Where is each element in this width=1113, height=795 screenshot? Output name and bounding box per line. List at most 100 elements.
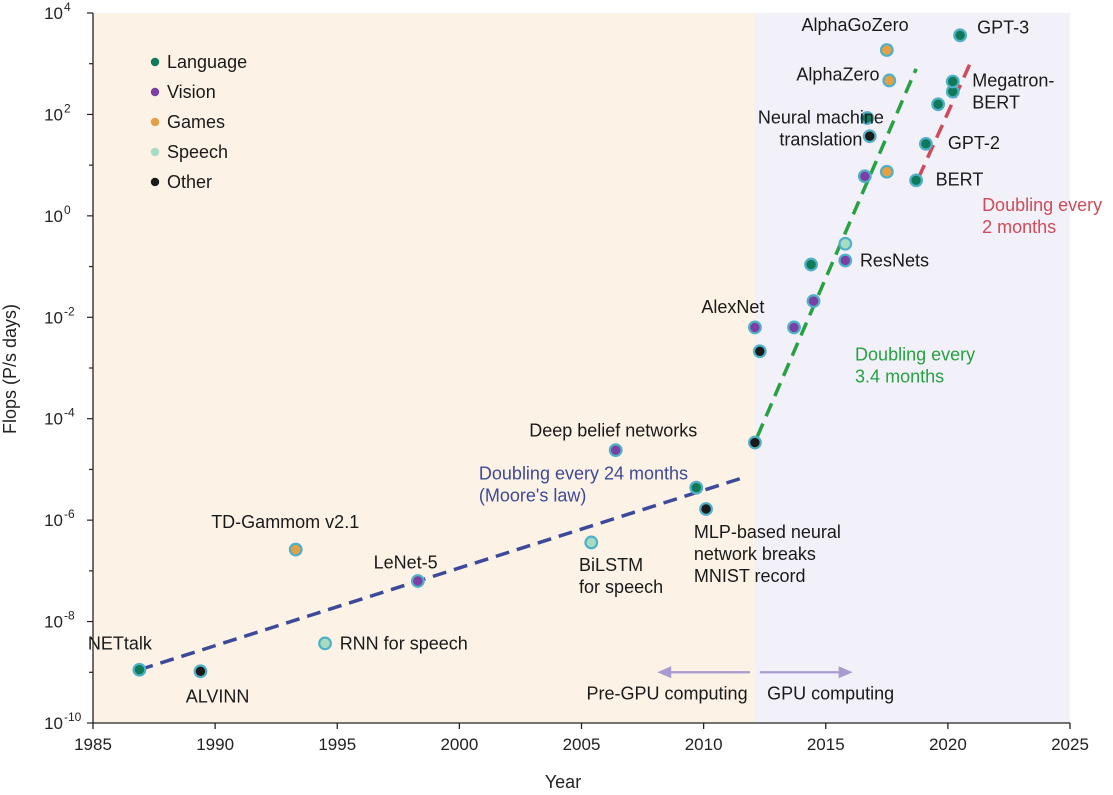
annotation-bilstm-for-speech: BiLSTM for speech — [579, 555, 663, 597]
data-point-other — [748, 435, 762, 450]
data-point-games — [879, 164, 894, 179]
x-tick-label: 2005 — [563, 735, 601, 754]
data-point-vision — [410, 574, 425, 588]
era-arrows: Pre-GPU computing GPU computing — [587, 666, 894, 703]
annotation-alphagozero: AlphaGoZero — [802, 15, 909, 35]
legend-label: Speech — [167, 142, 228, 162]
legend-swatch — [150, 177, 160, 187]
data-point-vision — [787, 320, 801, 335]
region-gpu-computing — [754, 13, 1070, 723]
y-tick-exponent: 4 — [64, 0, 71, 14]
trend-lines: Doubling every 24 months (Moore's law) Dou… — [138, 57, 1102, 672]
trend-line-2 — [755, 68, 918, 438]
data-point-vision — [806, 294, 821, 308]
y-tick-label: 10 — [44, 105, 63, 124]
legend-label: Other — [167, 172, 212, 192]
y-tick-exponent: 2 — [64, 101, 71, 115]
legend-item-other: Other — [150, 172, 212, 192]
data-point-vision — [748, 320, 762, 335]
data-point-games — [288, 542, 303, 557]
annotation-megatron-bert: Megatron-BERT — [972, 71, 1054, 113]
data-point-speech — [318, 636, 332, 651]
y-tick-exponent: -6 — [64, 507, 75, 521]
y-tick-exponent: -8 — [64, 609, 75, 623]
x-tick-label: 2010 — [685, 735, 723, 754]
data-point-other — [752, 344, 767, 359]
annotation-lenet-5: LeNet-5 — [374, 552, 438, 572]
y-tick-exponent: -10 — [64, 710, 82, 724]
annotation-mlp-based-neural-network-breaks-mnist-record: MLP-based neural network breaks MNIST reco… — [694, 522, 841, 586]
data-point-language — [689, 480, 704, 495]
annotation-deep-belief-networks: Deep belief networks — [529, 420, 697, 440]
data-point-vision — [608, 443, 623, 458]
legend-item-games: Games — [150, 112, 225, 132]
legend-item-vision: Vision — [150, 82, 216, 102]
trend-label-3: Doubling every 2 months — [982, 195, 1102, 237]
annotation-gpt-3: GPT-3 — [977, 17, 1029, 37]
data-point-language — [909, 173, 924, 188]
data-point-speech — [584, 535, 599, 550]
data-point-speech — [838, 236, 853, 251]
trend-label-1: Doubling every 24 months (Moore's law) — [479, 464, 688, 506]
region-pre-gpu-computing — [93, 13, 755, 723]
data-points — [132, 28, 967, 679]
legend-label: Vision — [167, 82, 216, 102]
y-tick-label: 10 — [44, 410, 63, 429]
point-annotations: NETtalk ALVINN TD-Gammom v2.1 RNN for speec… — [88, 15, 1054, 707]
y-tick-label: 10 — [44, 613, 63, 632]
y-tick-exponent: -4 — [64, 406, 75, 420]
legend-item-speech: Speech — [150, 142, 228, 162]
annotation-nettalk: NETtalk — [88, 633, 153, 653]
legend-swatch — [150, 117, 160, 127]
data-point-games — [882, 73, 897, 88]
x-tick-label: 2015 — [807, 735, 845, 754]
trend-line-1 — [138, 475, 746, 672]
annotation-alphazero: AlphaZero — [796, 64, 879, 84]
legend: Language Vision Games Speech Other — [150, 52, 247, 192]
y-tick-label: 10 — [44, 4, 63, 23]
annotation-alexnet: AlexNet — [701, 297, 764, 317]
annotation-neural-machine-translation: Neural machine translation — [758, 108, 884, 150]
y-tick-label: 10 — [44, 308, 63, 327]
data-point-language — [132, 662, 147, 677]
data-point-vision — [838, 253, 853, 268]
legend-item-language: Language — [150, 52, 247, 72]
y-tick-label: 10 — [44, 511, 63, 530]
annotation-bert: BERT — [936, 169, 984, 189]
data-point-language — [860, 111, 875, 125]
y-tick-exponent: -2 — [64, 304, 75, 318]
x-tick-label: 1985 — [74, 735, 112, 754]
legend-swatch — [150, 87, 160, 97]
trend-label-2: Doubling every 3.4 months — [855, 344, 975, 386]
x-tick-label: 1995 — [318, 735, 356, 754]
y-tick-label: 10 — [44, 207, 63, 226]
annotation-resnets: ResNets — [860, 251, 929, 271]
annotation-alvinn: ALVINN — [186, 687, 250, 707]
annotation-td-gammom-v2-1: TD-Gammom v2.1 — [211, 512, 359, 532]
y-tick-exponent: 0 — [64, 203, 71, 217]
era-arrow-head — [657, 666, 672, 679]
data-point-other — [699, 502, 713, 516]
x-tick-label: 1990 — [196, 735, 234, 754]
data-point-vision — [857, 169, 872, 184]
legend-swatch — [150, 57, 160, 67]
x-tick-label: 2020 — [929, 735, 967, 754]
era-regions — [93, 13, 1070, 723]
y-axis-title: Flops (P/s days) — [0, 304, 20, 434]
legend-label: Language — [167, 52, 247, 72]
legend-label: Games — [167, 112, 225, 132]
annotation-gpt-2: GPT-2 — [948, 133, 1000, 153]
data-point-language — [918, 136, 933, 151]
era-arrow-head — [838, 666, 853, 679]
data-point-language — [804, 257, 818, 272]
data-point-language — [953, 28, 967, 43]
data-point-other — [193, 664, 208, 679]
legend-swatch — [150, 147, 160, 157]
data-point-language — [931, 97, 946, 112]
era-label-pre-gpu-computing: Pre-GPU computing — [587, 683, 748, 703]
x-tick-label: 2025 — [1051, 735, 1089, 754]
data-point-games — [879, 43, 894, 57]
y-tick-label: 10 — [44, 714, 63, 733]
